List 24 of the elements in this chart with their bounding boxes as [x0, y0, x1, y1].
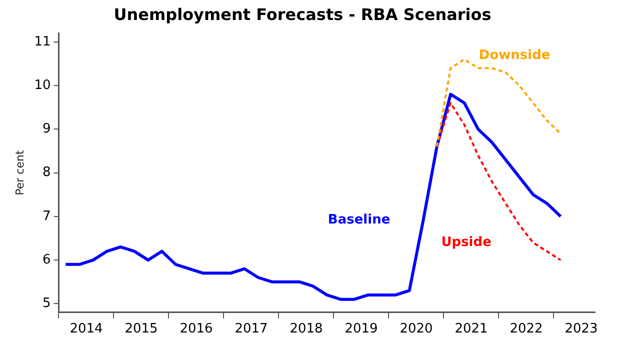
x-tick-label: 2023 — [564, 322, 598, 337]
x-tick-label: 2019 — [344, 322, 378, 337]
y-tick-label: 8 — [42, 165, 51, 180]
x-tick-label: 2022 — [510, 322, 543, 337]
y-tick-label: 7 — [42, 208, 51, 224]
y-tick-label: 6 — [42, 252, 51, 268]
x-tick-label: 2016 — [180, 322, 213, 337]
x-tick-label: 2021 — [454, 322, 488, 337]
x-tick-label: 2018 — [290, 322, 323, 337]
y-axis-title: Per cent — [13, 150, 26, 196]
line-series — [436, 102, 562, 262]
y-tick-label: 11 — [34, 34, 51, 50]
y-tick-label: 10 — [34, 78, 51, 93]
line-series — [436, 58, 562, 148]
series-label: Downside — [478, 48, 550, 63]
x-tick-label: 2014 — [70, 322, 103, 337]
text: Upside — [441, 234, 492, 250]
chart-title: Unemployment Forecasts - RBA Scenarios — [114, 4, 492, 24]
x-tick-label: 2020 — [400, 322, 433, 337]
x-tick-label: 2017 — [234, 322, 268, 337]
y-tick-label: 5 — [42, 296, 51, 312]
x-tick-label: 2015 — [124, 322, 158, 337]
text: Baseline — [328, 212, 390, 228]
y-tick-label: 9 — [42, 122, 51, 137]
